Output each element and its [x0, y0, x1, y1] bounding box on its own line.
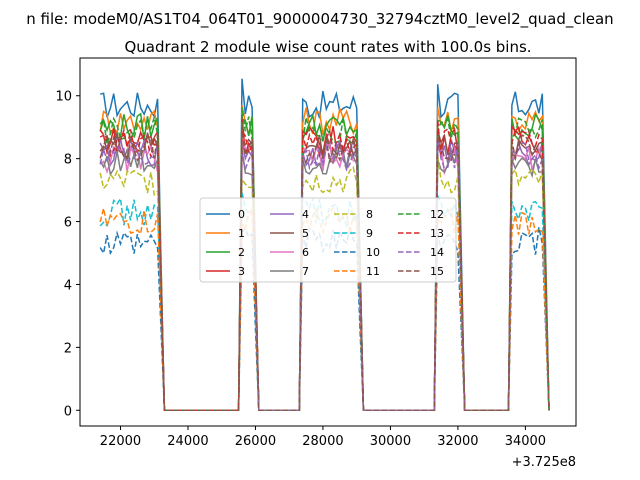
legend-label-13: 13	[430, 227, 444, 240]
legend-label-8: 8	[366, 208, 373, 221]
series-line-15	[99, 127, 550, 412]
legend-label-5: 5	[302, 227, 309, 240]
legend-label-10: 10	[366, 246, 380, 259]
legend-label-12: 12	[430, 208, 444, 221]
plot-lines	[99, 78, 550, 412]
legend-label-0: 0	[238, 208, 245, 221]
x-axis: 22000 24000 26000 28000 30000 32000 34000	[100, 426, 546, 449]
x-tick-label: 30000	[370, 434, 411, 449]
y-tick-label: 8	[64, 153, 72, 168]
x-tick-label: 28000	[302, 434, 343, 449]
y-tick-label: 10	[55, 90, 72, 105]
series-line-8	[99, 156, 550, 412]
legend-label-3: 3	[238, 265, 245, 278]
y-tick-label: 6	[64, 216, 72, 231]
legend-label-14: 14	[430, 246, 444, 259]
legend-label-1: 1	[238, 227, 245, 240]
chart-title: Quadrant 2 module wise count rates with …	[124, 38, 531, 56]
x-tick-label: 34000	[505, 434, 546, 449]
legend-label-11: 11	[366, 265, 380, 278]
y-tick-label: 4	[64, 278, 72, 293]
legend-label-7: 7	[302, 265, 309, 278]
legend-label-2: 2	[238, 246, 245, 259]
legend-label-4: 4	[302, 208, 309, 221]
x-tick-label: 24000	[167, 434, 208, 449]
y-tick-label: 0	[64, 404, 72, 419]
legend-label-9: 9	[366, 227, 373, 240]
x-tick-label: 26000	[235, 434, 276, 449]
axes-frame	[79, 57, 577, 427]
x-tick-label: 32000	[437, 434, 478, 449]
legend-box	[199, 197, 457, 283]
legend-label-6: 6	[302, 246, 309, 259]
y-tick-label: 2	[64, 341, 72, 356]
y-axis: 0 2 4 6 8 10	[55, 90, 80, 419]
figure-suptitle: n file: modeM0/AS1T04_064T01_9000004730_…	[26, 10, 613, 29]
legend-label-15: 15	[430, 265, 444, 278]
x-tick-label: 22000	[100, 434, 141, 449]
x-axis-offset-label: +3.725e8	[512, 455, 576, 470]
